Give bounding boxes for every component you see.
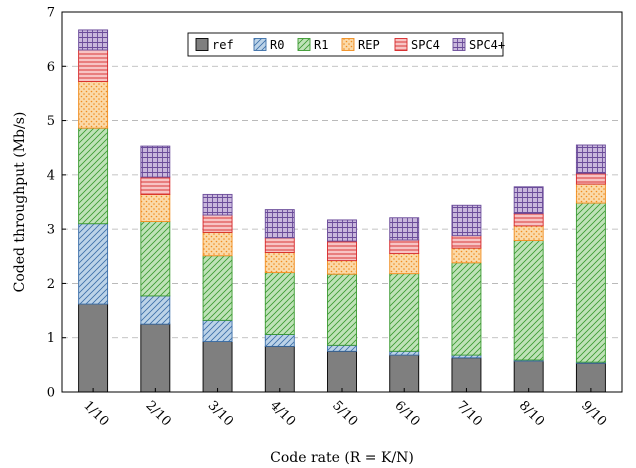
bar-spc4-plus-3: [202, 193, 233, 216]
bar-rep-7: [451, 247, 482, 264]
bar-rep-4: [264, 252, 295, 274]
legend-label-spc4-plus: SPC4+: [469, 38, 505, 52]
bar-r0-3: [202, 319, 233, 342]
bar-spc4-plus-6: [389, 217, 420, 241]
x-tick-label: 6/10: [391, 398, 422, 429]
legend: ref R0 R1 REP SPC4 SPC4+: [187, 32, 505, 57]
x-tick-label: 9/10: [578, 398, 609, 429]
y-tick-label: 1: [47, 331, 55, 346]
y-tick-label: 4: [47, 168, 55, 183]
legend-label-spc4: SPC4: [411, 38, 440, 52]
bar-spc4-plus-5: [327, 219, 357, 242]
bar-r0-4: [264, 334, 295, 347]
bar-r1-1: [78, 127, 109, 225]
legend-swatch-ref: [195, 38, 209, 51]
bar-ref-7: [451, 357, 482, 393]
legend-swatch-rep: [341, 38, 355, 51]
x-tick-label: 7/10: [454, 398, 485, 429]
bar-ref-3: [202, 341, 233, 393]
bar-spc4-2: [140, 176, 171, 195]
bar-spc4-7: [451, 235, 482, 249]
x-tick-label: 3/10: [205, 398, 236, 429]
bar-r1-8: [513, 240, 544, 361]
bar-r1-9: [575, 202, 606, 363]
bar-spc4-1: [78, 49, 109, 82]
bar-spc4-8: [513, 212, 544, 227]
bar-r0-1: [78, 223, 109, 305]
x-tick-label: 4/10: [267, 398, 298, 429]
bar-ref-9: [575, 362, 606, 393]
bar-ref-2: [140, 323, 171, 393]
bar-spc4-4: [264, 237, 295, 253]
bar-r1-7: [451, 262, 482, 356]
bar-r1-3: [202, 255, 233, 321]
y-tick-label: 3: [47, 223, 55, 238]
y-axis-label: Coded throughput (Mb/s): [12, 112, 28, 293]
bar-ref-6: [389, 354, 420, 393]
bar-r1-4: [264, 272, 295, 335]
bar-spc4-plus-2: [140, 145, 171, 178]
legend-swatch-r0: [253, 38, 267, 51]
bar-spc4-3: [202, 214, 233, 233]
bar-spc4-plus-9: [575, 144, 606, 174]
bar-spc4-plus-4: [264, 209, 295, 239]
x-tick-label: 8/10: [516, 398, 547, 429]
legend-swatch-spc4-plus: [452, 38, 466, 51]
bar-rep-2: [140, 193, 171, 222]
x-tick-label: 1/10: [80, 398, 111, 429]
bar-r0-2: [140, 295, 171, 325]
bar-rep-6: [389, 253, 420, 275]
bar-spc4-plus-8: [513, 186, 544, 214]
bar-ref-8: [513, 360, 544, 393]
bar-spc4-6: [389, 239, 420, 255]
legend-label-ref: ref: [212, 38, 234, 52]
bar-ref-4: [264, 345, 295, 393]
bar-rep-8: [513, 225, 544, 241]
y-tick-label: 0: [47, 386, 55, 401]
y-tick-label: 7: [47, 6, 55, 21]
x-tick-label: 2/10: [143, 398, 174, 429]
legend-swatch-spc4: [394, 38, 408, 51]
x-tick-label: 5/10: [329, 398, 360, 429]
bar-spc4-5: [327, 240, 357, 262]
bars: [78, 29, 606, 393]
x-axis-label: Code rate (R = K/N): [270, 450, 414, 466]
bar-ref-5: [327, 350, 357, 393]
y-tick-label: 2: [47, 277, 55, 292]
x-axis: 1/10 2/10 3/10 4/10 5/10 6/10 7/10 8/10 9/10: [80, 388, 609, 429]
bar-rep-3: [202, 231, 233, 257]
legend-label-rep: REP: [358, 38, 380, 52]
y-axis: 0 1 2 3 4 5 6 7: [47, 6, 66, 401]
y-tick-label: 5: [47, 114, 55, 129]
bar-r1-6: [389, 273, 420, 352]
legend-label-r1: R1: [314, 38, 328, 52]
bar-r1-2: [140, 221, 171, 297]
bar-rep-9: [575, 183, 606, 204]
bar-spc4-9: [575, 172, 606, 185]
bar-rep-5: [327, 260, 357, 275]
bar-spc4-plus-7: [451, 204, 482, 237]
bar-spc4-plus-1: [78, 29, 109, 51]
bar-r1-5: [327, 273, 357, 346]
bar-r0-5: [327, 344, 357, 352]
bar-ref-1: [78, 303, 109, 393]
bar-r0-6: [389, 350, 420, 356]
legend-swatch-r1: [297, 38, 311, 51]
bar-rep-1: [78, 81, 109, 129]
y-tick-label: 6: [47, 60, 55, 75]
legend-label-r0: R0: [270, 38, 284, 52]
